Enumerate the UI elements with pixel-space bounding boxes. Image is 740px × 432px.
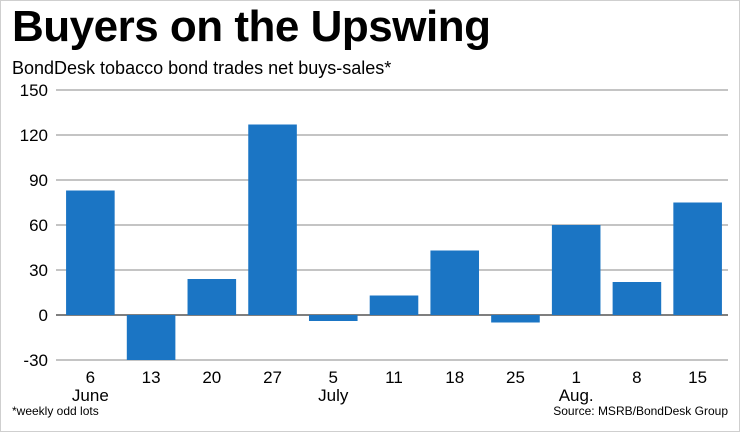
x-tick-label: 25 (506, 368, 525, 387)
month-label: July (318, 386, 349, 405)
bar (248, 124, 297, 315)
x-tick-label: 5 (329, 368, 338, 387)
x-tick-label: 20 (202, 368, 221, 387)
month-label: June (72, 386, 109, 405)
y-tick-label: 60 (29, 216, 48, 235)
bar (551, 225, 601, 315)
y-tick-label: 150 (20, 81, 48, 100)
chart-title: Buyers on the Upswing (12, 2, 491, 51)
y-tick-label: 0 (39, 306, 48, 325)
y-tick-label: 120 (20, 126, 48, 145)
bar (673, 202, 722, 315)
x-tick-label: 1 (571, 368, 580, 387)
bar (66, 190, 115, 315)
bar (491, 315, 540, 323)
x-tick-label: 11 (385, 368, 403, 387)
footnote: *weekly odd lots (12, 404, 99, 418)
bar (126, 315, 176, 360)
x-tick-label: 18 (445, 368, 464, 387)
x-tick-label: 6 (86, 368, 95, 387)
x-tick-label: 15 (688, 368, 707, 387)
bar (430, 250, 480, 315)
month-label: Aug. (559, 386, 594, 405)
source-note: Source: MSRB/BondDesk Group (553, 404, 728, 418)
bar (187, 279, 237, 315)
bar (612, 282, 662, 315)
chart-subtitle: BondDesk tobacco bond trades net buys-sa… (12, 58, 392, 78)
y-tick-label: 30 (29, 261, 48, 280)
x-tick-label: 8 (632, 368, 641, 387)
bar (308, 315, 358, 321)
x-tick-label: 27 (263, 368, 282, 387)
y-tick-label: 90 (29, 171, 48, 190)
bar (369, 295, 419, 315)
y-tick-label: -30 (23, 351, 48, 370)
x-tick-label: 13 (142, 368, 161, 387)
